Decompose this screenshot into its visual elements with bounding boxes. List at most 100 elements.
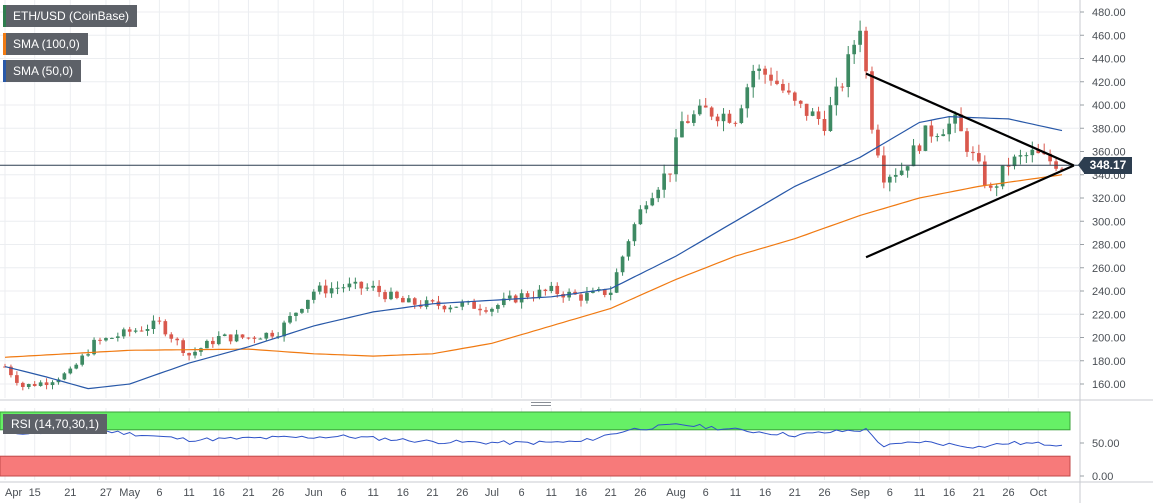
- candle-body-31: [187, 352, 191, 356]
- candle-body-10: [62, 373, 67, 380]
- time-tick-label-30: 11: [914, 487, 925, 499]
- candle-body-143: [852, 44, 857, 55]
- price-tick-label-360: 360.00: [1092, 147, 1126, 159]
- candle-body-5: [32, 384, 37, 386]
- candle-body-41: [246, 337, 251, 339]
- time-tick-label-31: 16: [943, 487, 955, 499]
- candle-body-121: [721, 113, 726, 122]
- candle-body-152: [905, 166, 910, 171]
- time-tick-label-11: 6: [340, 487, 346, 499]
- rsi-tick-label-0: 0.00: [1092, 471, 1113, 483]
- candle-body-79: [472, 301, 476, 309]
- candle-body-24: [145, 329, 150, 331]
- legend-sma100[interactable]: SMA (100,0): [3, 33, 88, 55]
- candle-body-120: [715, 116, 720, 122]
- candle-body-38: [228, 334, 233, 342]
- candle-body-158: [941, 134, 946, 137]
- candle-body-125: [745, 87, 750, 109]
- candle-body-23: [139, 330, 144, 332]
- price-tick-label-480: 480.00: [1092, 7, 1126, 19]
- candle-body-40: [240, 334, 245, 338]
- candle-body-37: [222, 334, 227, 337]
- candle-body-36: [216, 336, 221, 345]
- candle-body-87: [519, 293, 524, 303]
- price-tick-label-200: 200.00: [1092, 333, 1126, 345]
- time-axis: Apr 15 21 27 May 6 11 16 21 26 Jun 6 11 16 21 26 Jul 6 11 1…: [5, 487, 1047, 499]
- price-tick-label-440: 440.00: [1092, 54, 1126, 66]
- candle-body-18: [110, 337, 114, 339]
- candle-body-109: [650, 198, 655, 206]
- candle-body-11: [68, 368, 73, 374]
- time-tick-label-7: 16: [213, 487, 225, 499]
- candle-body-21: [127, 329, 132, 332]
- candle-body-66: [395, 291, 399, 298]
- rsi-oversold-zone: [0, 455, 1071, 477]
- candle-body-130: [775, 80, 779, 84]
- legend-symbol[interactable]: ETH/USD (CoinBase): [3, 5, 138, 27]
- candle-body-16: [98, 339, 102, 341]
- time-tick-label-33: 26: [1002, 487, 1014, 499]
- price-tick-label-240: 240.00: [1092, 286, 1126, 298]
- legend-sma50[interactable]: SMA (50,0): [3, 60, 82, 82]
- time-tick-label-25: 16: [759, 487, 771, 499]
- candle-body-126: [751, 70, 756, 88]
- candle-body-59: [353, 281, 358, 284]
- candle-body-171: [1018, 155, 1023, 157]
- price-tick-label-260: 260.00: [1092, 263, 1126, 275]
- time-tick-label-10: Jun: [305, 487, 323, 499]
- candle-body-157: [935, 136, 940, 138]
- price-tick-label-380: 380.00: [1092, 123, 1126, 135]
- time-tick-label-29: 6: [887, 487, 893, 499]
- candle-body-114: [680, 121, 684, 138]
- candle-body-56: [335, 287, 340, 289]
- candle-body-3: [20, 382, 25, 387]
- price-tick-label-320: 320.00: [1092, 193, 1126, 205]
- candle-body-61: [365, 287, 370, 289]
- triangle-lower-line[interactable]: [865, 164, 1075, 259]
- candle-body-118: [703, 105, 708, 108]
- legend-symbol-swatch: [3, 5, 6, 27]
- candle-body-25: [151, 320, 156, 330]
- candle-body-51: [306, 299, 310, 309]
- candle-body-2: [15, 375, 19, 383]
- candle-body-170: [1012, 156, 1017, 167]
- time-tick-label-27: 26: [818, 487, 830, 499]
- candle-body-128: [763, 68, 767, 75]
- time-tick-label-15: 26: [456, 487, 468, 499]
- candle-body-34: [205, 340, 209, 349]
- candle-body-7: [44, 382, 49, 386]
- candle-body-8: [50, 382, 55, 386]
- time-tick-label-17: 6: [519, 487, 525, 499]
- current-price-tag: 348.17: [1078, 157, 1132, 174]
- rsi-overbought-zone: [0, 411, 1071, 431]
- candle-body-30: [181, 340, 185, 353]
- candle-body-74: [442, 305, 447, 310]
- candle-body-107: [638, 209, 643, 225]
- candle-body-116: [691, 114, 696, 123]
- candle-body-134: [798, 100, 803, 104]
- time-tick-label-0: Apr: [5, 487, 22, 499]
- candle-body-26: [157, 320, 162, 322]
- candle-body-54: [323, 285, 328, 294]
- candle-body-115: [686, 121, 690, 123]
- candle-body-162: [965, 131, 969, 152]
- candle-body-60: [359, 281, 364, 289]
- triangle-pattern[interactable]: [865, 72, 1075, 259]
- price-tick-label-460: 460.00: [1092, 30, 1126, 42]
- candle-body-129: [769, 74, 773, 81]
- candle-body-13: [80, 355, 85, 365]
- candle-body-155: [923, 125, 928, 151]
- time-tick-label-32: 21: [973, 487, 985, 499]
- pane-resize-handle[interactable]: [531, 402, 551, 408]
- candle-body-163: [971, 151, 975, 154]
- candle-body-178: [1060, 168, 1064, 170]
- candle-body-139: [828, 105, 833, 132]
- candle-body-84: [501, 298, 506, 306]
- legend-rsi[interactable]: RSI (14,70,30,1): [3, 414, 108, 434]
- candle-body-82: [490, 308, 494, 312]
- sma50-line: [4, 115, 1063, 390]
- triangle-upper-line[interactable]: [865, 72, 1075, 167]
- candle-body-164: [977, 153, 981, 162]
- candle-body-14: [86, 354, 90, 356]
